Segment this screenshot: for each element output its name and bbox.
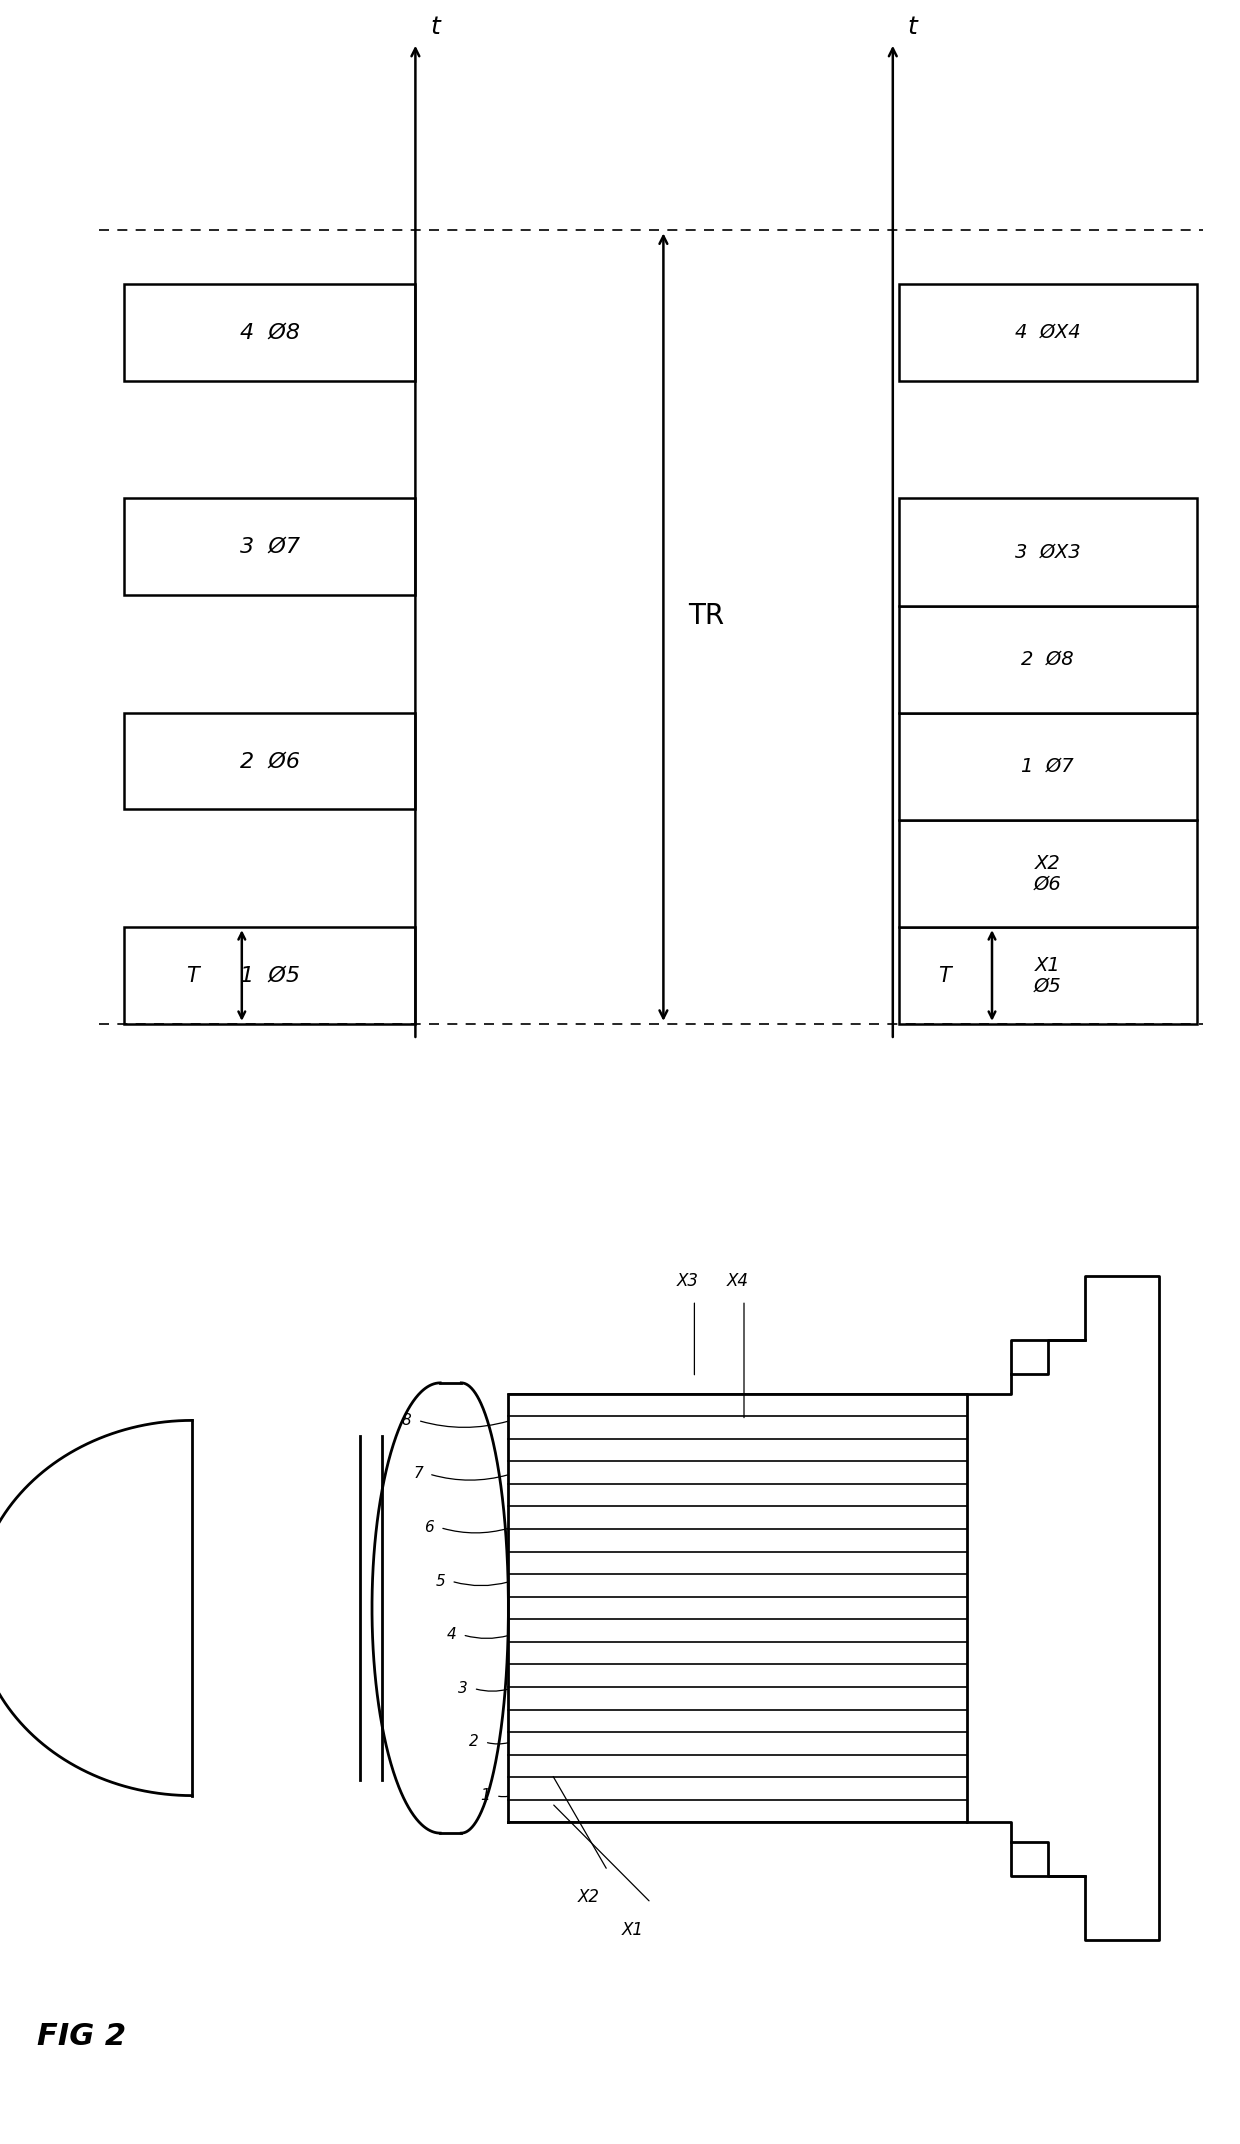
Text: X2
Ø6: X2 Ø6 [1034,853,1061,894]
Text: 7: 7 [413,1466,423,1482]
Text: 2: 2 [469,1734,479,1750]
Bar [124,500,415,596]
Text: 5: 5 [435,1574,445,1589]
Bar [899,819,1197,926]
Text: TR: TR [688,602,724,630]
Text: 6: 6 [424,1520,434,1535]
Text: X2: X2 [578,1889,600,1906]
Text: 1  Ø7: 1 Ø7 [1022,757,1074,776]
Bar [899,500,1197,605]
Text: 4  ØX4: 4 ØX4 [1016,324,1080,341]
Bar [124,926,415,1025]
Text: 4: 4 [446,1627,456,1642]
Text: 8: 8 [402,1413,412,1428]
Text: X3: X3 [677,1271,699,1291]
Text: 1: 1 [480,1788,490,1803]
Text: 4  Ø8: 4 Ø8 [239,322,300,343]
Text: T: T [186,965,198,986]
Text: 3: 3 [458,1681,467,1696]
Text: 2  Ø6: 2 Ø6 [239,750,300,772]
Bar [899,712,1197,821]
Text: X4: X4 [727,1271,749,1291]
Text: 1  Ø5: 1 Ø5 [239,965,300,986]
Bar [899,605,1197,712]
Text: t: t [430,15,440,39]
Bar [899,926,1197,1025]
Bar [124,712,415,810]
Text: X1: X1 [621,1921,644,1938]
Text: 3  ØX3: 3 ØX3 [1016,542,1080,562]
Text: 2  Ø8: 2 Ø8 [1022,650,1074,669]
Bar [899,283,1197,382]
Text: T: T [939,965,951,986]
Text: FIG 2: FIG 2 [37,2022,126,2052]
Text: 3  Ø7: 3 Ø7 [239,536,300,557]
Text: X1
Ø5: X1 Ø5 [1034,956,1061,995]
Bar [124,283,415,382]
Text: t: t [908,15,918,39]
